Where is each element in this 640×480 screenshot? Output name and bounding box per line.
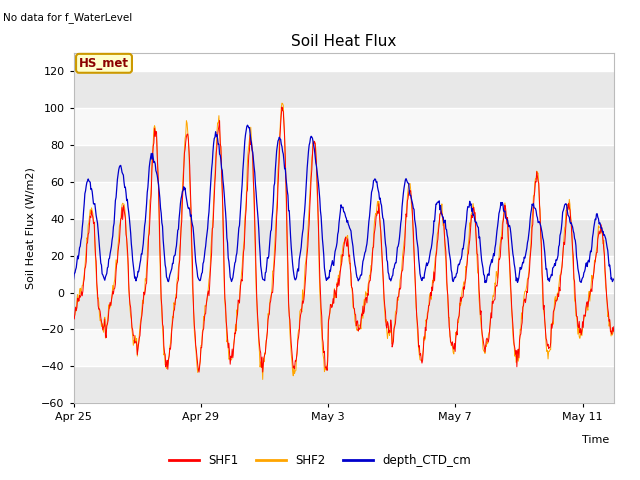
Legend: SHF1, SHF2, depth_CTD_cm: SHF1, SHF2, depth_CTD_cm bbox=[164, 449, 476, 472]
Text: No data for f_WaterLevel: No data for f_WaterLevel bbox=[3, 12, 132, 23]
X-axis label: Time: Time bbox=[582, 435, 609, 445]
Bar bbox=[74, 71, 614, 108]
Bar bbox=[74, 366, 614, 403]
Bar bbox=[74, 256, 614, 292]
Bar bbox=[74, 292, 614, 329]
Bar bbox=[74, 219, 614, 256]
Y-axis label: Soil Heat Flux (W/m2): Soil Heat Flux (W/m2) bbox=[26, 167, 35, 289]
Bar bbox=[74, 145, 614, 182]
Bar bbox=[74, 108, 614, 145]
Bar bbox=[74, 329, 614, 366]
Title: Soil Heat Flux: Soil Heat Flux bbox=[291, 34, 397, 49]
Text: HS_met: HS_met bbox=[79, 57, 129, 70]
Bar bbox=[74, 182, 614, 219]
